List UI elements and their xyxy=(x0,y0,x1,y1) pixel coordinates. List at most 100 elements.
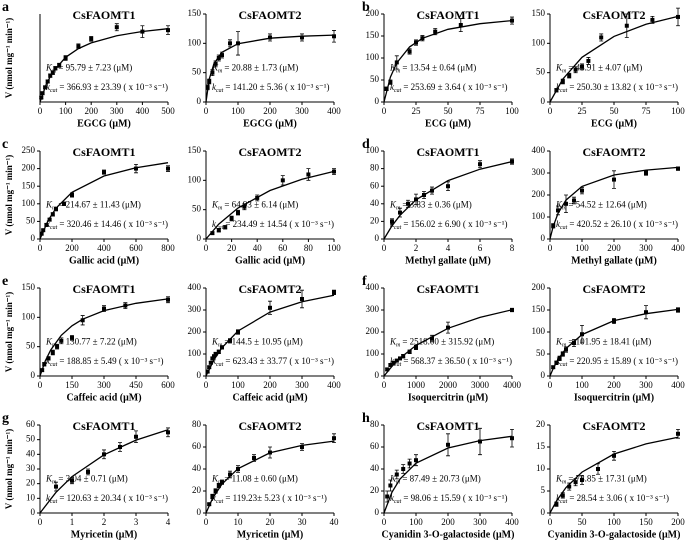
x-axis-label: Isoquercitrin (μM) xyxy=(574,392,654,403)
x-tick-label: 300 xyxy=(295,106,309,116)
data-point xyxy=(414,345,418,350)
annotation-text: = 20.88 ± 1.73 (μM) xyxy=(224,63,298,73)
chart-title: CsFAOMT2 xyxy=(582,145,645,159)
kinetic-annotation: kcat = 120.63 ± 20.34 ( x 10⁻³ s⁻¹) xyxy=(46,493,168,505)
data-point xyxy=(572,198,576,203)
x-tick-label: 400 xyxy=(671,243,685,253)
y-tick-label: 40 xyxy=(192,463,202,473)
data-point xyxy=(551,223,556,228)
annotation-text: = 220.95 ± 15.89 ( x 10⁻³ s⁻¹) xyxy=(569,356,678,366)
data-point xyxy=(567,73,572,78)
data-point xyxy=(560,493,565,498)
x-tick-label: 600 xyxy=(129,243,143,253)
x-tick-label: 400 xyxy=(97,243,111,253)
data-point xyxy=(118,445,122,449)
chart-title: CsFAOMT1 xyxy=(416,145,479,159)
x-tick-label: 200 xyxy=(65,243,79,253)
data-point xyxy=(70,335,74,340)
x-tick-label: 200 xyxy=(263,106,277,116)
data-point xyxy=(210,356,215,361)
chart-title: CsFAOMT2 xyxy=(238,145,301,159)
x-tick-label: 0 xyxy=(38,106,43,116)
y-axis-label: V (nmol mg⁻¹ min⁻¹) xyxy=(4,155,14,235)
x-tick-label: 100 xyxy=(327,243,341,253)
symbol-subscript: cat xyxy=(560,88,568,94)
y-tick-label: 60 xyxy=(26,419,36,429)
data-point xyxy=(388,483,393,488)
data-point xyxy=(50,350,55,355)
annotation-text: = 320.46 ± 14.46 ( x 10⁻³ s⁻¹) xyxy=(59,219,168,229)
data-point xyxy=(458,23,463,27)
data-point xyxy=(557,356,562,361)
x-tick-label: 25 xyxy=(578,106,588,116)
panel-label: c xyxy=(2,137,8,152)
chart-title: CsFAOMT1 xyxy=(416,419,479,433)
y-tick-label: 20 xyxy=(370,485,380,495)
annotation-text: = 119.23± 5.23 ( x 10⁻³ s⁻¹) xyxy=(225,493,327,503)
x-tick-label: 40 xyxy=(253,243,263,253)
y-tick-label: 0 xyxy=(31,370,36,380)
x-tick-label: 0 xyxy=(204,380,209,390)
symbol: k xyxy=(212,219,217,229)
data-point xyxy=(676,431,680,436)
annotation-text: = 253.69 ± 3.64 ( x 10⁻³ s⁻¹) xyxy=(403,82,507,92)
x-axis-label: Myricetin (μM) xyxy=(237,529,303,540)
data-point xyxy=(446,325,450,330)
fit-curve xyxy=(549,15,679,103)
data-point xyxy=(216,56,221,60)
x-tick-label: 0 xyxy=(204,517,209,527)
symbol: k xyxy=(212,493,217,503)
symbol-subscript: m xyxy=(396,206,401,212)
symbol-subscript: cat xyxy=(560,499,568,505)
x-tick-label: 50 xyxy=(578,517,588,527)
y-tick-label: 0 xyxy=(31,233,36,243)
data-point xyxy=(676,14,680,19)
symbol-subscript: cat xyxy=(50,362,58,368)
x-tick-label: 3000 xyxy=(471,380,490,390)
y-tick-label: 0 xyxy=(541,507,546,517)
y-tick-label: 50 xyxy=(192,204,202,214)
y-tick-label: 5 xyxy=(541,485,546,495)
data-point xyxy=(300,297,304,301)
x-tick-label: 300 xyxy=(97,380,111,390)
kinetic-annotation: kcat = 568.37 ± 36.50 ( x 10⁻³ s⁻¹) xyxy=(390,356,512,368)
y-tick-label: 150 xyxy=(188,145,202,155)
symbol-subscript: m xyxy=(218,480,223,486)
kinetic-annotation: kcat = 234.49 ± 14.54 ( x 10⁻³ s⁻¹) xyxy=(212,219,334,231)
annotation-text: = 250.30 ± 13.82 ( x 10⁻³ s⁻¹) xyxy=(569,82,678,92)
chart-title: CsFAOMT2 xyxy=(582,282,645,296)
data-point xyxy=(644,310,648,315)
symbol: K xyxy=(45,337,53,347)
data-point xyxy=(40,368,45,373)
y-tick-label: 40 xyxy=(370,198,380,208)
x-tick-label: 400 xyxy=(136,106,150,116)
x-tick-label: 400 xyxy=(505,517,519,527)
x-tick-label: 300 xyxy=(473,517,487,527)
data-point xyxy=(300,35,304,40)
x-tick-label: 150 xyxy=(639,517,653,527)
symbol: K xyxy=(211,474,219,484)
symbol-subscript: cat xyxy=(50,88,58,94)
x-tick-label: 200 xyxy=(84,106,98,116)
data-point xyxy=(44,222,49,227)
y-tick-label: 100 xyxy=(532,211,546,221)
y-tick-label: 150 xyxy=(366,30,380,40)
data-point xyxy=(580,332,584,337)
x-tick-label: 0 xyxy=(382,243,387,253)
data-point xyxy=(252,456,256,460)
y-tick-label: 60 xyxy=(370,441,380,451)
y-tick-label: 40 xyxy=(26,448,36,458)
data-point xyxy=(510,18,514,23)
data-point xyxy=(166,430,170,435)
x-tick-label: 0 xyxy=(548,106,553,116)
symbol-subscript: m xyxy=(396,69,401,75)
annotation-text: = 95.79 ± 7.23 (μM) xyxy=(58,63,132,73)
data-point xyxy=(586,58,591,63)
data-point xyxy=(268,450,272,455)
data-point xyxy=(390,219,394,224)
data-point xyxy=(114,25,119,30)
kinetic-annotation: kcat = 98.06 ± 15.59 ( x 10⁻³ s⁻¹) xyxy=(390,493,508,505)
data-point xyxy=(401,354,406,359)
data-point xyxy=(564,347,568,352)
kinetic-annotation: Km = 64.93 ± 6.14 (μM) xyxy=(211,200,298,212)
